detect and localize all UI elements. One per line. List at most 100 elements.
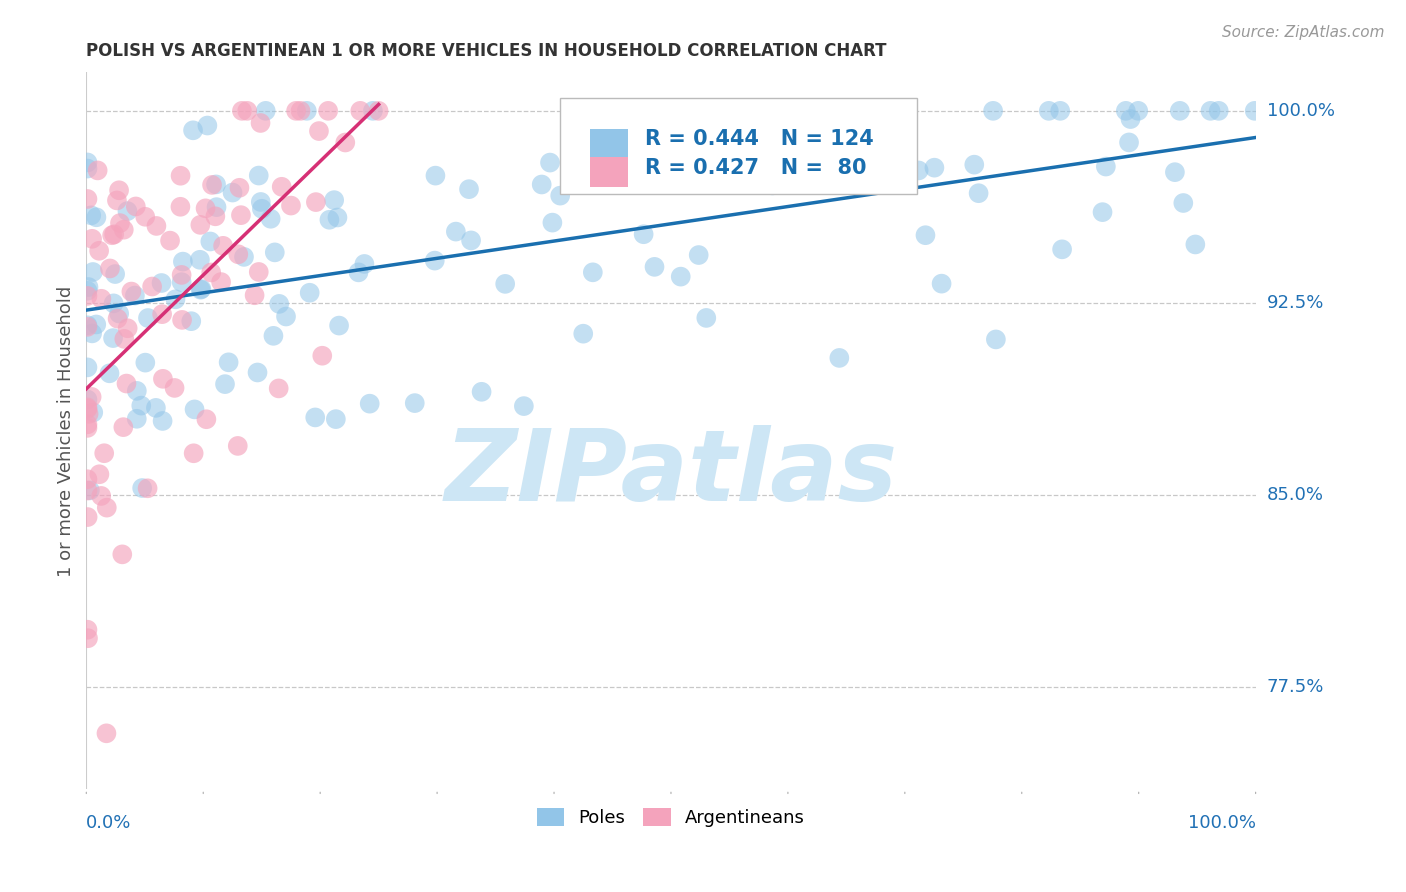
Point	[136, 481, 159, 495]
Point	[76, 284, 98, 298]
Point	[90, 489, 112, 503]
Point	[538, 155, 561, 169]
Point	[1243, 103, 1265, 118]
Point	[644, 260, 666, 274]
Point	[1208, 103, 1230, 118]
Point	[1168, 103, 1191, 118]
Point	[76, 319, 98, 334]
Point	[367, 103, 389, 118]
Point	[270, 179, 292, 194]
Point	[323, 193, 346, 207]
Point	[347, 265, 370, 279]
Point	[335, 136, 357, 150]
Point	[931, 277, 953, 291]
Point	[249, 194, 271, 209]
Point	[181, 123, 204, 137]
Point	[274, 310, 297, 324]
Point	[444, 225, 467, 239]
Point	[423, 253, 446, 268]
Point	[82, 265, 104, 279]
Point	[89, 244, 111, 258]
Point	[226, 247, 249, 261]
Point	[76, 392, 98, 407]
Point	[298, 285, 321, 300]
Point	[76, 417, 98, 432]
Point	[76, 623, 98, 637]
Point	[243, 288, 266, 302]
Point	[246, 366, 269, 380]
Point	[325, 412, 347, 426]
Text: ZIPatlas: ZIPatlas	[444, 425, 897, 523]
Point	[548, 188, 571, 202]
Point	[80, 208, 103, 222]
Point	[197, 119, 219, 133]
Point	[304, 410, 326, 425]
Point	[124, 288, 146, 302]
Point	[204, 209, 226, 223]
Point	[195, 412, 218, 426]
Point	[103, 296, 125, 310]
Point	[228, 181, 250, 195]
Point	[112, 420, 135, 434]
Point	[170, 275, 193, 289]
Point	[136, 311, 159, 326]
Text: 85.0%: 85.0%	[1267, 486, 1324, 504]
Point	[828, 351, 851, 365]
Point	[852, 154, 875, 169]
Point	[247, 265, 270, 279]
Point	[311, 349, 333, 363]
Point	[349, 103, 371, 118]
Point	[76, 421, 98, 435]
Point	[117, 321, 139, 335]
Point	[82, 405, 104, 419]
Point	[129, 399, 152, 413]
Point	[249, 116, 271, 130]
Point	[231, 103, 253, 118]
Point	[963, 158, 986, 172]
Point	[316, 103, 339, 118]
Point	[120, 285, 142, 299]
Point	[112, 223, 135, 237]
Point	[82, 326, 104, 341]
Y-axis label: 1 or more Vehicles in Household: 1 or more Vehicles in Household	[58, 285, 75, 576]
Point	[200, 265, 222, 279]
Point	[1038, 103, 1060, 118]
Point	[361, 103, 384, 118]
Point	[141, 279, 163, 293]
Point	[1049, 103, 1071, 118]
Legend: Poles, Argentineans: Poles, Argentineans	[530, 800, 813, 834]
FancyBboxPatch shape	[591, 129, 627, 160]
Point	[169, 169, 191, 183]
Point	[471, 384, 494, 399]
Point	[89, 467, 111, 482]
Point	[226, 439, 249, 453]
Point	[1119, 112, 1142, 126]
Point	[145, 401, 167, 415]
Point	[761, 178, 783, 193]
Point	[200, 235, 222, 249]
Point	[76, 510, 98, 524]
Point	[328, 318, 350, 333]
Point	[90, 292, 112, 306]
Point	[77, 280, 100, 294]
Point	[359, 397, 381, 411]
Point	[1173, 196, 1195, 211]
Point	[165, 293, 187, 307]
Point	[769, 103, 792, 118]
Point	[79, 483, 101, 498]
Point	[170, 313, 193, 327]
Point	[105, 194, 128, 208]
Point	[159, 234, 181, 248]
Point	[108, 216, 131, 230]
Text: R = 0.427   N =  80: R = 0.427 N = 80	[645, 158, 866, 178]
Point	[1128, 103, 1150, 118]
Point	[170, 268, 193, 282]
Point	[212, 239, 235, 253]
Point	[76, 360, 98, 375]
Point	[80, 390, 103, 404]
Point	[254, 103, 277, 118]
Point	[541, 216, 564, 230]
Point	[695, 310, 717, 325]
Point	[76, 472, 98, 486]
Point	[295, 103, 318, 118]
